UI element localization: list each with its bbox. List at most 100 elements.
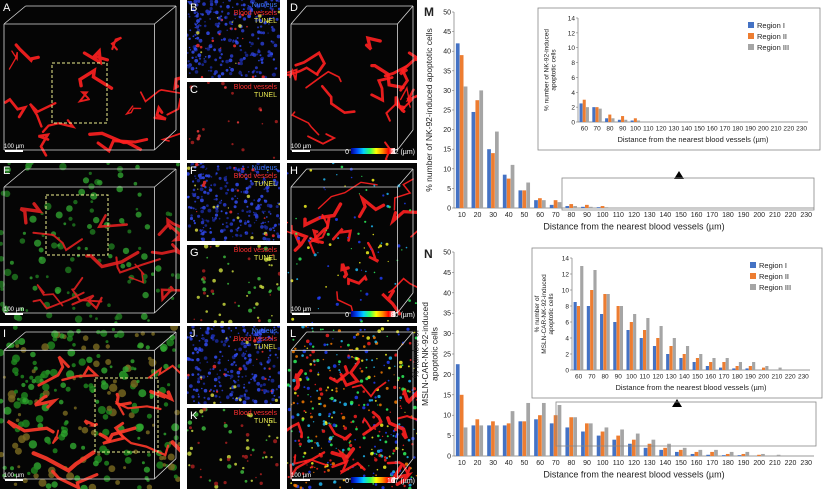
cell-dot <box>14 447 22 455</box>
cell-dot <box>202 291 206 295</box>
cell-dot <box>292 378 296 383</box>
cell-dot <box>415 475 417 477</box>
cell-dot <box>230 330 233 332</box>
cell-dot <box>329 398 331 400</box>
y-tick-label: 40 <box>443 290 451 297</box>
cell-dot <box>127 229 132 234</box>
cell-dot <box>392 434 395 437</box>
vessel-stroke <box>307 133 337 145</box>
cell-dot <box>273 439 278 444</box>
cell-dot <box>195 163 199 167</box>
cell-dot <box>187 375 190 380</box>
x-tick-label: 150 <box>692 374 703 381</box>
vessel-stroke <box>293 369 304 391</box>
cell-dot <box>386 425 389 428</box>
cell-dot <box>359 379 364 383</box>
cell-dot <box>145 430 150 435</box>
cell-dot <box>357 232 360 235</box>
cell-dot <box>277 234 280 239</box>
cell-dot <box>30 163 34 165</box>
cell-dot <box>239 48 243 52</box>
cell-dot <box>88 483 97 489</box>
cell-dot <box>378 430 381 433</box>
cell-dot <box>261 389 263 391</box>
cell-dot <box>194 184 197 187</box>
cell-dot <box>332 163 335 165</box>
cell-dot <box>69 442 77 450</box>
vessel-stroke <box>397 415 417 421</box>
cell-dot <box>72 343 76 347</box>
cell-dot <box>39 256 43 260</box>
cell-dot <box>320 447 323 449</box>
bar <box>581 206 585 208</box>
cell-dot <box>327 469 330 472</box>
cell-dot <box>199 233 202 235</box>
cell-dot <box>230 39 232 41</box>
bar <box>631 439 636 456</box>
cell-dot <box>257 245 261 248</box>
cell-dot <box>253 326 256 328</box>
x-tick-label: 100 <box>597 212 609 219</box>
cell-dot <box>287 271 290 274</box>
cell-dot <box>373 381 376 384</box>
x-tick-label: 120 <box>656 126 667 133</box>
cell-dot <box>259 203 262 206</box>
bar <box>538 198 542 208</box>
cell-dot <box>214 361 216 364</box>
cell-dot <box>143 466 150 473</box>
cell-dot <box>194 33 197 37</box>
scale-bar <box>5 313 23 315</box>
cell-dot <box>66 335 73 342</box>
cell-dot <box>11 273 19 281</box>
cell-dot <box>311 462 314 465</box>
cell-dot <box>208 188 213 192</box>
x-tick-label: 210 <box>772 374 783 381</box>
cell-dot <box>354 395 359 400</box>
cell-dot <box>238 219 243 223</box>
cell-dot <box>191 395 195 399</box>
cell-dot <box>209 388 212 391</box>
cell-dot <box>268 264 271 266</box>
x-tick-label: 220 <box>785 212 797 219</box>
cell-dot <box>136 379 140 384</box>
cell-dot <box>135 207 139 211</box>
x-tick-label: 40 <box>505 460 513 467</box>
cell-dot <box>248 210 252 213</box>
cell-dot <box>323 404 327 408</box>
cell-dot <box>333 399 337 402</box>
cell-dot <box>266 189 269 193</box>
cell-dot <box>347 236 349 239</box>
cell-dot <box>267 423 270 427</box>
cell-dot <box>324 189 326 191</box>
cell-dot <box>257 181 259 184</box>
cell-dot <box>78 426 82 431</box>
cell-dot <box>212 390 215 393</box>
bar <box>667 443 671 456</box>
cell-dot <box>218 313 222 317</box>
cell-dot <box>376 449 381 453</box>
cell-dot <box>337 237 340 240</box>
bar <box>611 118 615 122</box>
cell-dot <box>325 229 328 231</box>
panel-label: B <box>190 2 198 14</box>
vessel-stroke <box>31 450 96 473</box>
cell-dot <box>277 384 280 389</box>
cell-dot <box>248 185 252 189</box>
cell-dot <box>258 339 262 343</box>
cell-dot <box>209 0 214 4</box>
x-tick-label: 190 <box>745 374 756 381</box>
cell-dot <box>262 166 265 168</box>
cell-dot <box>57 244 60 247</box>
cell-dot <box>247 257 251 261</box>
cell-dot <box>166 338 175 347</box>
cell-dot <box>81 426 89 434</box>
x-tick-label: 30 <box>489 460 497 467</box>
depth-colorbar <box>351 311 395 317</box>
cell-dot <box>3 406 12 415</box>
cell-dot <box>267 378 270 381</box>
cell-dot <box>251 33 255 37</box>
inset-frame <box>537 7 821 151</box>
cell-dot <box>243 339 246 342</box>
cell-dot <box>363 328 366 331</box>
